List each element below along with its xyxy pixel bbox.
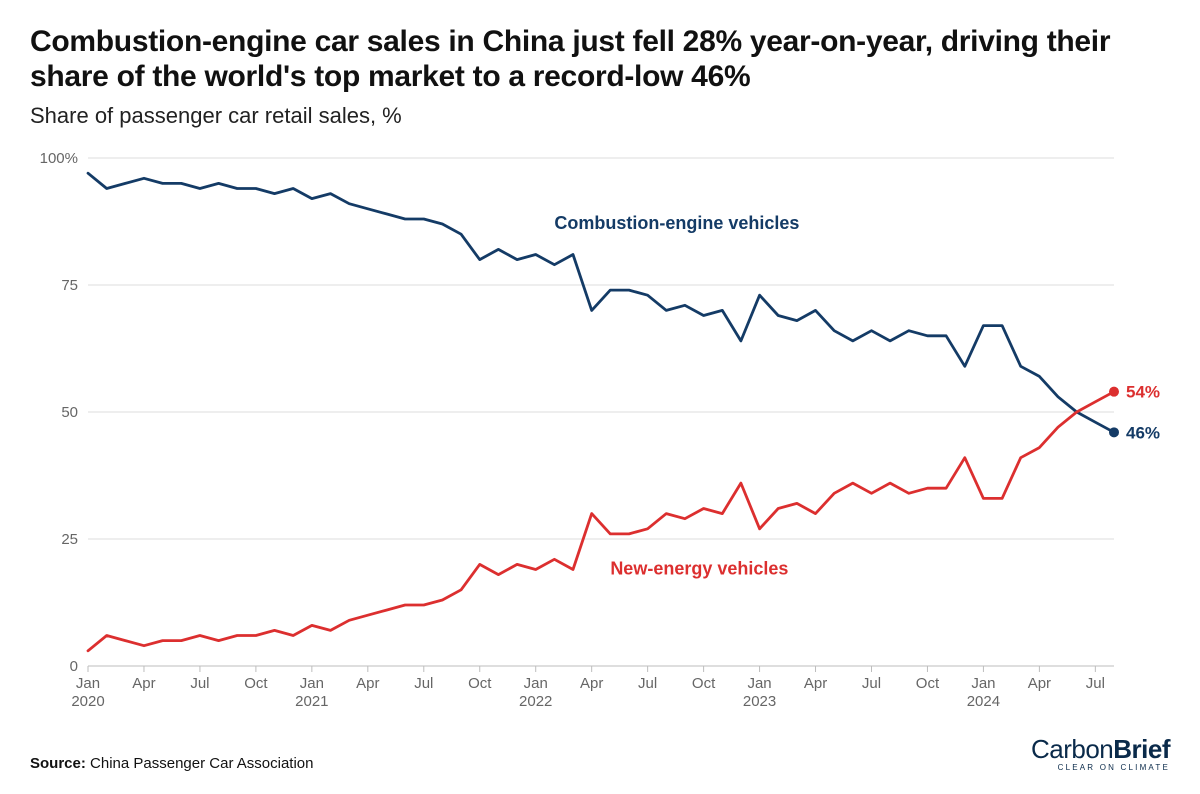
x-axis-label: Jan (971, 675, 995, 692)
x-axis-label: Jul (190, 675, 209, 692)
x-axis-year-label: 2023 (743, 693, 776, 710)
y-axis-label: 50 (61, 404, 78, 421)
x-axis-label: Jan (300, 675, 324, 692)
x-axis-label: Jul (638, 675, 657, 692)
chart-container: Combustion-engine car sales in China jus… (0, 0, 1200, 794)
series-end-label-ice: 46% (1126, 423, 1160, 442)
x-axis-label: Oct (244, 675, 268, 692)
x-axis-year-label: 2020 (71, 693, 104, 710)
x-axis-label: Apr (580, 675, 603, 692)
series-endpoint-ice (1109, 427, 1119, 437)
x-axis-label: Oct (692, 675, 716, 692)
brand-logo-line1: CarbonBrief (1031, 736, 1170, 762)
x-axis-label: Apr (132, 675, 155, 692)
x-axis-label: Oct (916, 675, 940, 692)
y-axis-label: 100% (40, 150, 78, 167)
series-line-ice (88, 173, 1114, 432)
x-axis-label: Oct (468, 675, 492, 692)
series-end-label-nev: 54% (1126, 383, 1160, 402)
y-axis-label: 0 (70, 658, 78, 675)
chart-svg: 0255075100%Jan2020AprJulOctJan2021AprJul… (30, 150, 1170, 724)
series-label-ice: Combustion-engine vehicles (554, 213, 799, 233)
x-axis-label: Apr (1028, 675, 1051, 692)
chart-title: Combustion-engine car sales in China jus… (30, 24, 1170, 95)
brand-logo-word2: Brief (1113, 734, 1170, 764)
series-line-nev (88, 392, 1114, 651)
source-text: China Passenger Car Association (90, 755, 313, 772)
x-axis-label: Apr (804, 675, 827, 692)
x-axis-label: Jul (1086, 675, 1105, 692)
y-axis-label: 75 (61, 277, 78, 294)
x-axis-year-label: 2021 (295, 693, 328, 710)
chart-plot-area: 0255075100%Jan2020AprJulOctJan2021AprJul… (30, 150, 1170, 724)
chart-footer: Source: China Passenger Car Association … (30, 736, 1170, 772)
brand-logo: CarbonBrief CLEAR ON CLIMATE (1031, 736, 1170, 772)
source-attribution: Source: China Passenger Car Association (30, 755, 314, 772)
x-axis-year-label: 2024 (967, 693, 1000, 710)
source-prefix: Source: (30, 755, 86, 772)
brand-logo-tagline: CLEAR ON CLIMATE (1031, 764, 1170, 772)
x-axis-year-label: 2022 (519, 693, 552, 710)
x-axis-label: Jan (76, 675, 100, 692)
y-axis-label: 25 (61, 531, 78, 548)
x-axis-label: Jan (747, 675, 771, 692)
x-axis-label: Jul (414, 675, 433, 692)
x-axis-label: Apr (356, 675, 379, 692)
series-label-nev: New-energy vehicles (610, 559, 788, 579)
chart-subtitle: Share of passenger car retail sales, % (30, 103, 1170, 129)
brand-logo-word1: Carbon (1031, 734, 1113, 764)
series-endpoint-nev (1109, 387, 1119, 397)
x-axis-label: Jan (524, 675, 548, 692)
x-axis-label: Jul (862, 675, 881, 692)
